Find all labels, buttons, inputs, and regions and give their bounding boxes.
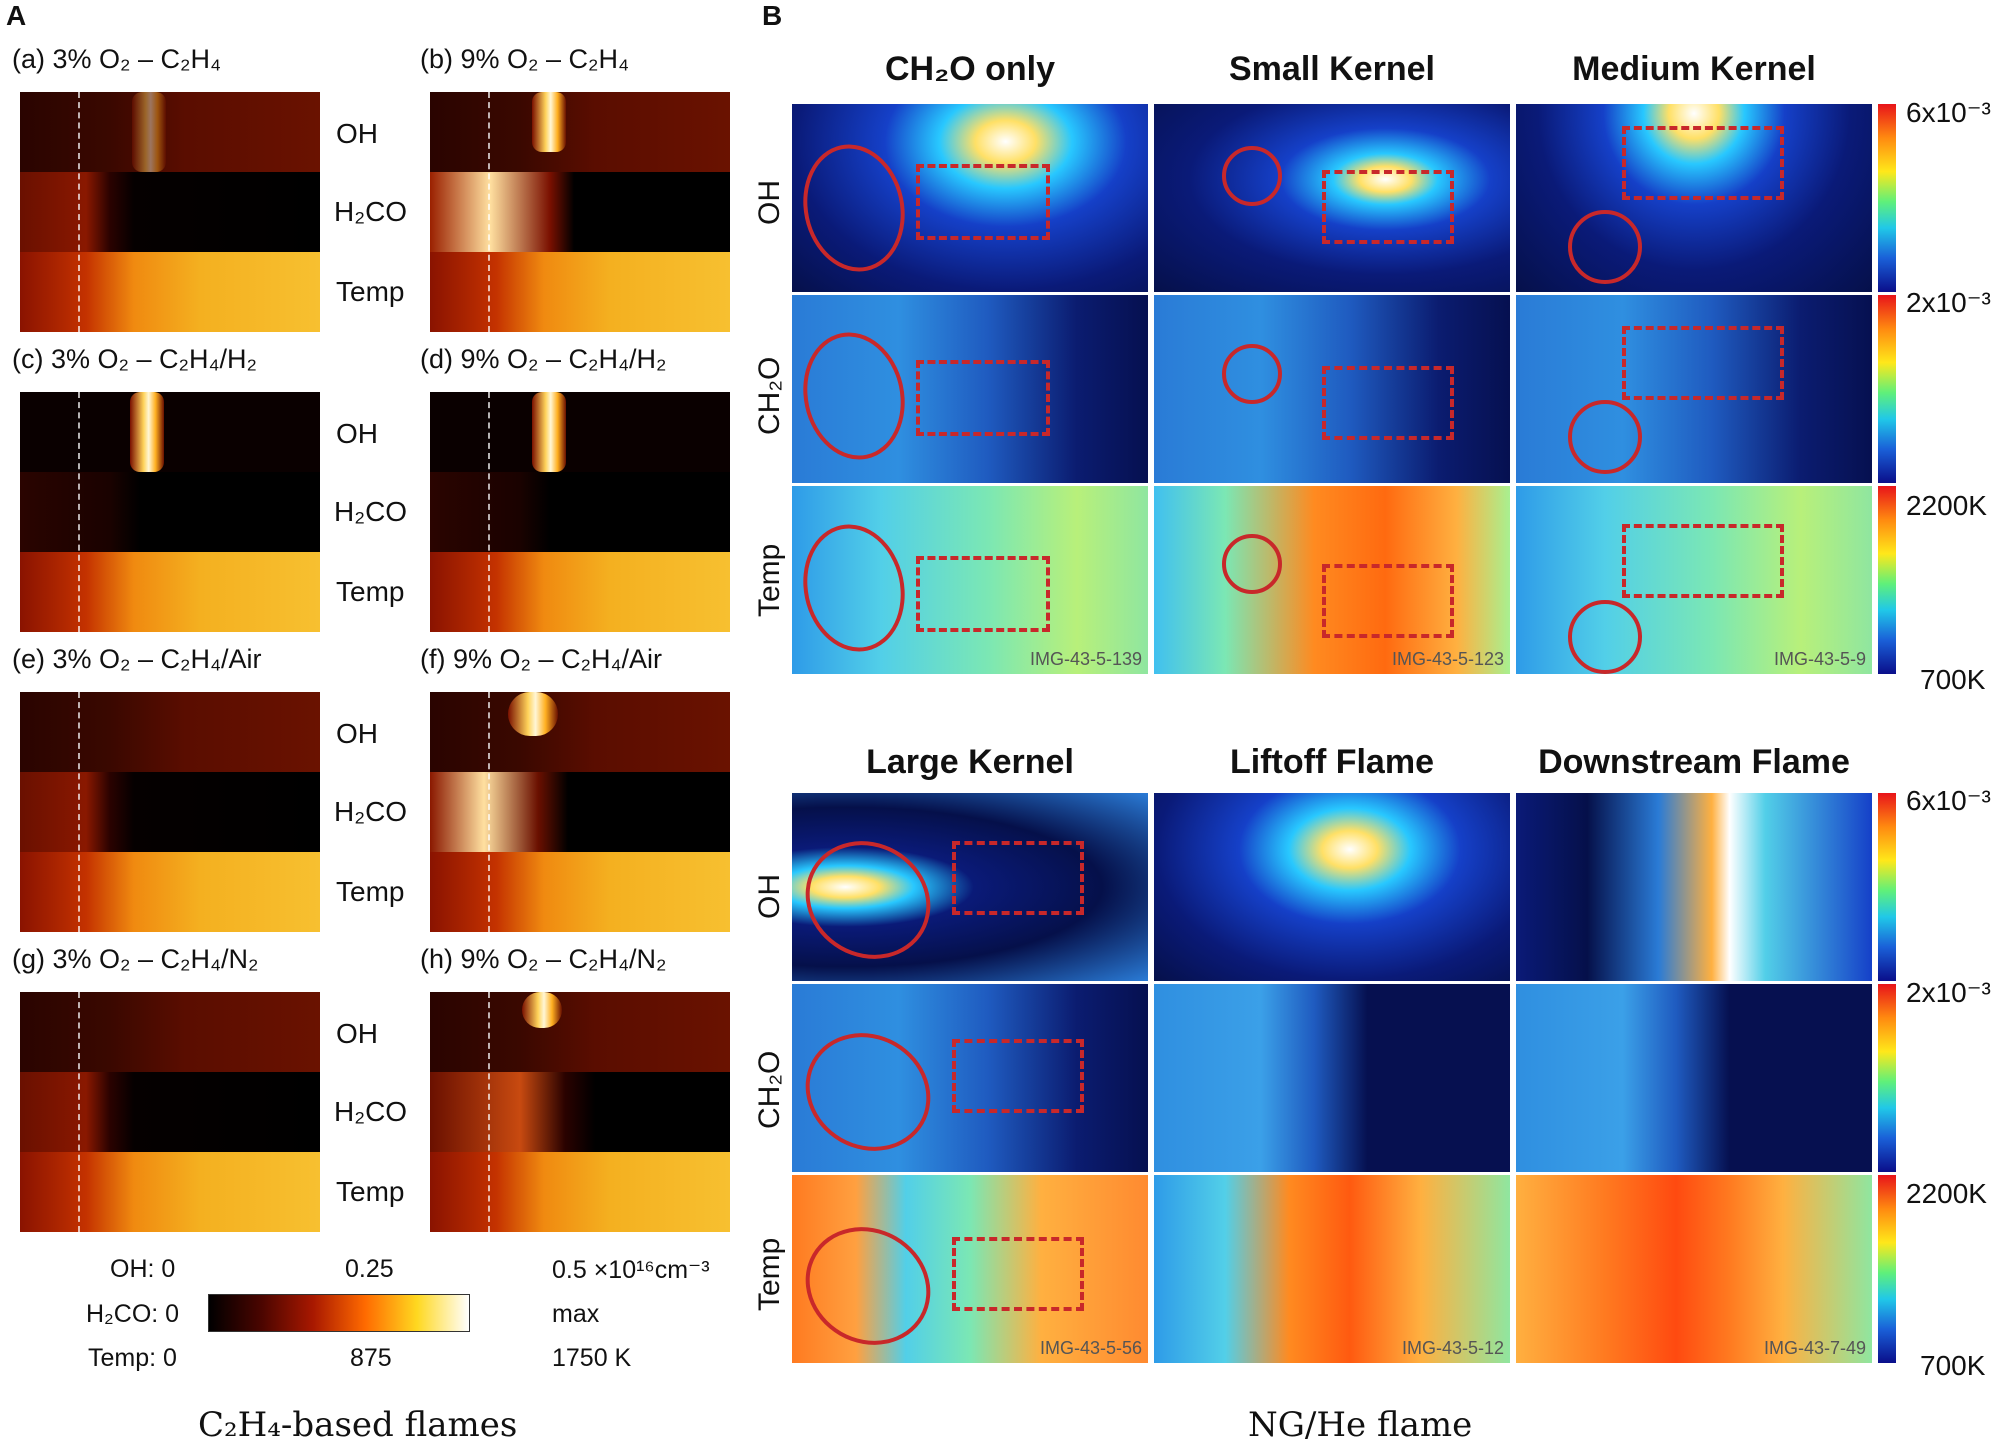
image-small-kernel: IMG-43-5-123 xyxy=(1154,104,1510,674)
title-ch2o-only: CH₂O only xyxy=(885,50,1055,88)
b-row-label-ch2o: CH₂O xyxy=(753,356,786,435)
panel-b-caption: NG/He flame xyxy=(1248,1405,1473,1445)
image-id: IMG-43-5-139 xyxy=(1029,649,1142,669)
legend-h2co-label: H₂CO: 0 xyxy=(86,1300,180,1328)
colorbar-oh-max: 6x10⁻³ xyxy=(1906,785,1991,816)
plot-f-image xyxy=(430,692,730,932)
row-label-h2co: H₂CO xyxy=(334,496,408,527)
title-large-kernel: Large Kernel xyxy=(866,743,1074,781)
plot-b-title: (b) 9% O₂ – C₂H₄ xyxy=(420,44,630,74)
colorbar-temp-max: 2200K xyxy=(1906,490,1987,521)
legend-oh-label: OH: 0 xyxy=(110,1255,176,1283)
row-label-temp: Temp xyxy=(336,876,405,907)
title-small-kernel: Small Kernel xyxy=(1229,50,1435,88)
image-id: IMG-43-5-9 xyxy=(1773,649,1866,669)
colorbar-ch2o-max: 2x10⁻³ xyxy=(1906,977,1991,1008)
image-ch2o-only: IMG-43-5-139 xyxy=(792,104,1148,674)
legend-h2co-max: max xyxy=(552,1300,600,1328)
image-id: IMG-43-5-12 xyxy=(1401,1338,1504,1358)
row-label-oh: OH xyxy=(336,1018,378,1049)
colorbar-oh-max: 6x10⁻³ xyxy=(1906,97,1991,128)
b-row-label-temp: Temp xyxy=(753,1237,786,1311)
colorbar-temp xyxy=(1878,1175,1896,1363)
row-label-temp: Temp xyxy=(336,576,405,607)
plot-c-title: (c) 3% O₂ – C₂H₄/H₂ xyxy=(12,344,257,374)
plot-h-image xyxy=(430,992,730,1232)
row-label-temp: Temp xyxy=(336,1176,405,1207)
colorbar-ch2o xyxy=(1878,295,1896,483)
panel-b-letter: B xyxy=(762,0,783,31)
image-large-kernel: IMG-43-5-56 xyxy=(792,793,1148,1363)
plot-g-image xyxy=(20,992,320,1232)
plot-f-title: (f) 9% O₂ – C₂H₄/Air xyxy=(420,644,663,674)
plot-a-image xyxy=(20,92,320,332)
colorbar-temp-min: 700K xyxy=(1920,1350,1986,1381)
colorbar-ch2o xyxy=(1878,984,1896,1172)
image-id: IMG-43-5-123 xyxy=(1391,649,1504,669)
plot-e-title: (e) 3% O₂ – C₂H₄/Air xyxy=(12,644,262,674)
colorbar-oh xyxy=(1878,793,1896,981)
row-label-h2co: H₂CO xyxy=(334,196,408,227)
b-row-label-oh: OH xyxy=(753,874,786,919)
plot-d-title: (d) 9% O₂ – C₂H₄/H₂ xyxy=(420,344,667,374)
plot-b-image xyxy=(430,92,730,332)
plot-e-image xyxy=(20,692,320,932)
b-row-label-oh: OH xyxy=(753,180,786,225)
b-row-label-ch2o: CH₂O xyxy=(753,1050,786,1129)
row-label-oh: OH xyxy=(336,418,378,449)
image-id: IMG-43-7-49 xyxy=(1763,1338,1866,1358)
image-liftoff-flame: IMG-43-5-12 xyxy=(1154,793,1510,1363)
legend-temp-max: 1750 K xyxy=(552,1344,632,1372)
plot-c-image xyxy=(20,392,320,632)
legend-oh-max: 0.5 ×10¹⁶cm⁻³ xyxy=(552,1256,710,1284)
plot-d-image xyxy=(430,392,730,632)
legend-oh-mid: 0.25 xyxy=(345,1255,394,1283)
panel-a-caption: C₂H₄-based flames xyxy=(198,1405,518,1445)
colorbar-temp xyxy=(1878,486,1896,674)
title-medium-kernel: Medium Kernel xyxy=(1572,50,1816,88)
image-id: IMG-43-5-56 xyxy=(1039,1338,1142,1358)
row-label-oh: OH xyxy=(336,118,378,149)
plot-a-title: (a) 3% O₂ – C₂H₄ xyxy=(12,44,222,74)
legend-colorbar xyxy=(208,1294,470,1332)
colorbar-oh xyxy=(1878,104,1896,292)
row-label-h2co: H₂CO xyxy=(334,796,408,827)
row-label-temp: Temp xyxy=(336,276,405,307)
legend-temp-label: Temp: 0 xyxy=(88,1344,177,1372)
image-downstream-flame: IMG-43-7-49 xyxy=(1516,793,1872,1363)
title-liftoff-flame: Liftoff Flame xyxy=(1230,743,1434,781)
image-medium-kernel: IMG-43-5-9 xyxy=(1516,104,1872,674)
plot-g-title: (g) 3% O₂ – C₂H₄/N₂ xyxy=(12,944,259,974)
colorbar-temp-min: 700K xyxy=(1920,664,1986,695)
colorbar-temp-max: 2200K xyxy=(1906,1178,1987,1209)
row-label-oh: OH xyxy=(336,718,378,749)
row-label-h2co: H₂CO xyxy=(334,1096,408,1127)
colorbar-ch2o-max: 2x10⁻³ xyxy=(1906,287,1991,318)
legend-temp-mid: 875 xyxy=(350,1344,392,1372)
plot-h-title: (h) 9% O₂ – C₂H₄/N₂ xyxy=(420,944,667,974)
b-row-label-temp: Temp xyxy=(753,543,786,617)
panel-a-letter: A xyxy=(6,0,27,31)
title-downstream-flame: Downstream Flame xyxy=(1538,743,1850,781)
